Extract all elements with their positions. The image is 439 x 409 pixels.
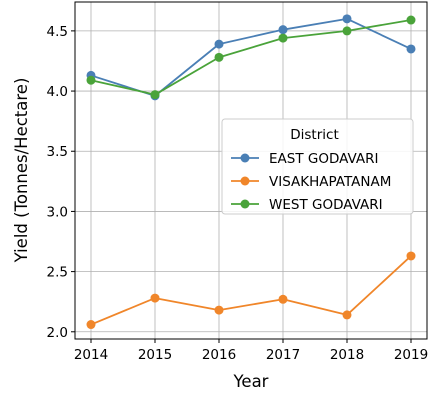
x-tick-label: 2018 xyxy=(330,347,364,363)
series-line-1 xyxy=(90,255,412,326)
legend-title: District xyxy=(290,127,339,143)
data-point xyxy=(342,14,352,24)
data-point xyxy=(278,33,288,43)
data-point xyxy=(278,294,288,304)
x-tick-label: 2017 xyxy=(266,347,300,363)
legend-label: EAST GODAVARI xyxy=(269,151,378,167)
data-point xyxy=(342,310,352,320)
data-point xyxy=(406,15,416,25)
y-tick-label: 4.0 xyxy=(47,84,68,100)
legend-swatch-marker xyxy=(240,199,250,209)
x-tick-label: 2019 xyxy=(394,347,428,363)
y-axis-label: Yield (Tonnes/Hectare) xyxy=(12,78,31,264)
axis-ticks: 2014 2015 2016 2017 2018 2019 2.0 2.5 3.0 3.5 4.0 4… xyxy=(47,24,429,363)
data-point xyxy=(86,320,96,330)
y-tick-label: 2.5 xyxy=(47,265,68,281)
legend-swatch-marker xyxy=(240,153,250,163)
data-point xyxy=(342,26,352,36)
x-tick-label: 2016 xyxy=(202,347,236,363)
legend-swatch-marker xyxy=(240,176,250,186)
series-group xyxy=(86,14,416,330)
data-point xyxy=(406,251,416,261)
legend: District EAST GODAVARI VISAKHAPATANAM WEST … xyxy=(221,118,414,215)
data-point xyxy=(406,44,416,54)
legend-label: WEST GODAVARI xyxy=(269,197,383,213)
x-axis-label: Year xyxy=(233,372,269,391)
data-point xyxy=(214,39,224,49)
y-tick-label: 4.5 xyxy=(47,24,68,40)
y-tick-label: 2.0 xyxy=(47,325,68,341)
legend-label: VISAKHAPATANAM xyxy=(269,174,391,190)
data-point xyxy=(150,90,160,100)
y-tick-label: 3.5 xyxy=(47,144,68,160)
data-point xyxy=(86,75,96,85)
data-point xyxy=(214,52,224,62)
x-tick-label: 2015 xyxy=(138,347,172,363)
plot-frame xyxy=(74,1,428,340)
data-point xyxy=(214,305,224,315)
x-tick-label: 2014 xyxy=(74,347,108,363)
series-line-2 xyxy=(90,19,412,96)
data-point xyxy=(278,25,288,35)
y-tick-label: 3.0 xyxy=(47,204,68,220)
data-point xyxy=(150,293,160,303)
legend-box xyxy=(221,118,414,215)
